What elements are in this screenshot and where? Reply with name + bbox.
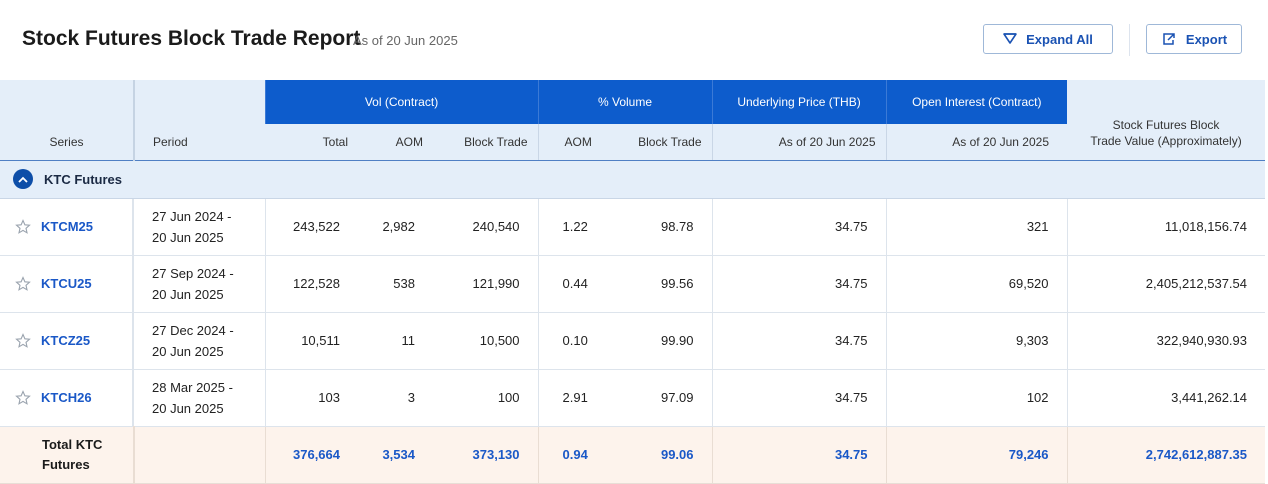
total-vol-total-cell: 376,664 — [264, 426, 358, 484]
pct-aom-cell: 2.91 — [537, 369, 607, 427]
pct-aom-cell: 0.10 — [537, 312, 607, 370]
period-start: 28 Mar 2025 - — [152, 379, 233, 395]
total-pct-aom-cell: 0.94 — [537, 426, 607, 484]
group-row-ktc-futures[interactable]: KTC Futures — [0, 160, 1266, 199]
trade-value-cell: 3,441,262.14 — [1066, 369, 1266, 427]
table-header-sub-row: Total AOM Block Trade AOM Block Trade As… — [0, 124, 1265, 161]
total-label-line2: Futures — [42, 456, 90, 472]
total-vol-block-cell: 373,130 — [433, 426, 539, 484]
expand-all-button[interactable]: Expand All — [983, 24, 1113, 54]
underlying-price-cell: 34.75 — [711, 198, 887, 256]
series-link[interactable]: KTCU25 — [41, 276, 92, 291]
period-end: 20 Jun 2025 — [152, 343, 224, 359]
star-outline-icon[interactable] — [15, 218, 31, 235]
filter-funnel-icon — [1003, 33, 1017, 44]
period-end: 20 Jun 2025 — [152, 229, 224, 245]
trade-value-cell: 11,018,156.74 — [1066, 198, 1266, 256]
vol-aom-cell: 3 — [358, 369, 433, 427]
open-interest-cell: 69,520 — [885, 255, 1068, 313]
chevron-up-icon[interactable] — [13, 169, 33, 189]
group-header-vol: Vol (Contract) — [264, 80, 539, 124]
column-header-underlying-asof[interactable]: As of 20 Jun 2025 — [711, 124, 887, 161]
period-end: 20 Jun 2025 — [152, 286, 224, 302]
total-underlying-cell: 34.75 — [711, 426, 887, 484]
period-start: 27 Dec 2024 - — [152, 322, 234, 338]
series-link[interactable]: KTCH26 — [41, 390, 92, 405]
total-vol-aom-cell: 3,534 — [358, 426, 433, 484]
open-interest-cell: 321 — [885, 198, 1068, 256]
export-icon — [1163, 33, 1175, 45]
column-header-block-trade[interactable]: Block Trade — [433, 124, 539, 161]
star-outline-icon[interactable] — [15, 275, 31, 292]
vol-total-cell: 122,528 — [264, 255, 358, 313]
total-period-cell — [134, 426, 265, 484]
column-header-aom[interactable]: AOM — [358, 124, 433, 161]
vol-block-cell: 100 — [433, 369, 539, 427]
export-button[interactable]: Export — [1146, 24, 1242, 54]
period-start: 27 Jun 2024 - — [152, 208, 232, 224]
column-header-trade-value[interactable]: Stock Futures Block Trade Value (Approxi… — [1067, 80, 1266, 161]
trade-value-cell: 322,940,930.93 — [1066, 312, 1266, 370]
column-header-pct-block-trade[interactable]: Block Trade — [606, 124, 713, 161]
group-header-pct-volume: % Volume — [537, 80, 713, 124]
vol-block-cell: 121,990 — [433, 255, 539, 313]
star-outline-icon[interactable] — [15, 332, 31, 349]
column-header-series[interactable]: Series — [0, 80, 135, 161]
open-interest-cell: 9,303 — [885, 312, 1068, 370]
pct-aom-cell: 0.44 — [537, 255, 607, 313]
total-pct-block-cell: 99.06 — [606, 426, 713, 484]
total-trade-value-cell: 2,742,612,887.35 — [1066, 426, 1266, 484]
vol-block-cell: 10,500 — [433, 312, 539, 370]
column-header-total[interactable]: Total — [265, 124, 358, 161]
table-row: KTCM25 27 Jun 2024 -20 Jun 2025 243,522 … — [0, 198, 1266, 256]
page-title: Stock Futures Block Trade Report — [22, 27, 361, 50]
total-row: Total KTC Futures 376,664 3,534 373,130 0… — [0, 426, 1266, 484]
series-link[interactable]: KTCM25 — [41, 219, 94, 234]
vol-aom-cell: 11 — [358, 312, 433, 370]
header-divider — [1129, 24, 1130, 56]
period-start: 27 Sep 2024 - — [152, 265, 234, 281]
group-header-underlying: Underlying Price (THB) — [711, 80, 887, 124]
underlying-price-cell: 34.75 — [711, 312, 887, 370]
trade-value-cell: 2,405,212,537.54 — [1066, 255, 1266, 313]
total-open-interest-cell: 79,246 — [885, 426, 1068, 484]
vol-aom-cell: 2,982 — [358, 198, 433, 256]
star-outline-icon[interactable] — [15, 389, 31, 406]
column-header-period[interactable]: Period — [134, 80, 265, 161]
vol-block-cell: 240,540 — [433, 198, 539, 256]
table-row: KTCZ25 27 Dec 2024 - 20 Jun 2025 10,511 1… — [0, 312, 1266, 370]
vol-aom-cell: 538 — [358, 255, 433, 313]
table-row: KTCU25 27 Sep 2024 -20 Jun 2025 122,528 … — [0, 255, 1266, 313]
as-of-date: As of 20 Jun 2025 — [353, 33, 458, 48]
pct-block-cell: 99.90 — [606, 312, 713, 370]
table-row: KTCH26 28 Mar 2025 - 20 Jun 2025 103 3 10… — [0, 369, 1266, 427]
report-header: Stock Futures Block Trade Report As of 2… — [0, 0, 1268, 80]
total-label-line1: Total KTC — [42, 436, 103, 452]
open-interest-cell: 102 — [885, 369, 1068, 427]
series-link[interactable]: KTCZ25 — [41, 333, 91, 348]
vol-total-cell: 10,511 — [264, 312, 358, 370]
group-label: KTC Futures — [44, 171, 122, 187]
table-header-group-row: Series Period Vol (Contract) % Volume Un… — [0, 80, 1266, 161]
pct-aom-cell: 1.22 — [537, 198, 607, 256]
export-label: Export — [1185, 31, 1228, 47]
pct-block-cell: 98.78 — [606, 198, 713, 256]
trade-value-header-line1: Stock Futures Block — [1112, 117, 1220, 132]
underlying-price-cell: 34.75 — [711, 369, 887, 427]
block-trade-table: Series Period Vol (Contract) % Volume Un… — [0, 80, 1266, 484]
period-end: 20 Jun 2025 — [152, 400, 224, 416]
vol-total-cell: 103 — [264, 369, 358, 427]
underlying-price-cell: 34.75 — [711, 255, 887, 313]
expand-all-label: Expand All — [1026, 31, 1093, 47]
pct-block-cell: 97.09 — [606, 369, 713, 427]
pct-block-cell: 99.56 — [606, 255, 713, 313]
column-header-oi-asof[interactable]: As of 20 Jun 2025 — [885, 124, 1068, 161]
trade-value-header-line2: Trade Value (Approximately) — [1090, 133, 1242, 148]
group-header-open-interest: Open Interest (Contract) — [885, 80, 1068, 124]
column-header-pct-aom[interactable]: AOM — [537, 124, 607, 161]
vol-total-cell: 243,522 — [264, 198, 358, 256]
